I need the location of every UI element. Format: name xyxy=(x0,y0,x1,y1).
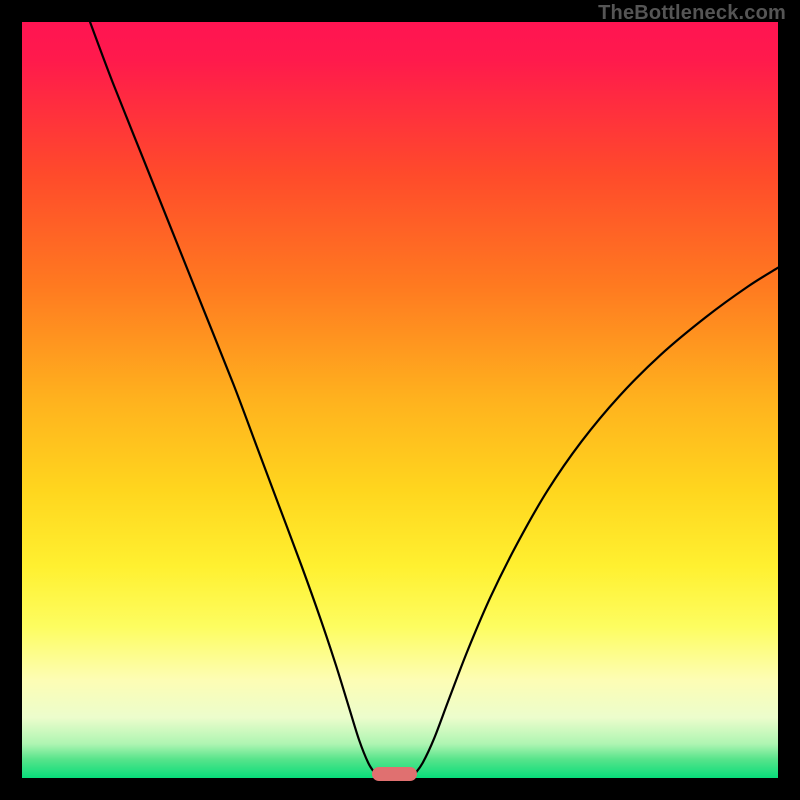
curve-left-branch xyxy=(90,22,375,773)
watermark-text: TheBottleneck.com xyxy=(598,2,786,25)
minimum-marker xyxy=(372,767,417,781)
plot-area xyxy=(22,22,778,778)
curve-right-branch xyxy=(415,268,778,774)
curve-layer xyxy=(22,22,778,778)
figure-root: TheBottleneck.com xyxy=(0,0,800,800)
